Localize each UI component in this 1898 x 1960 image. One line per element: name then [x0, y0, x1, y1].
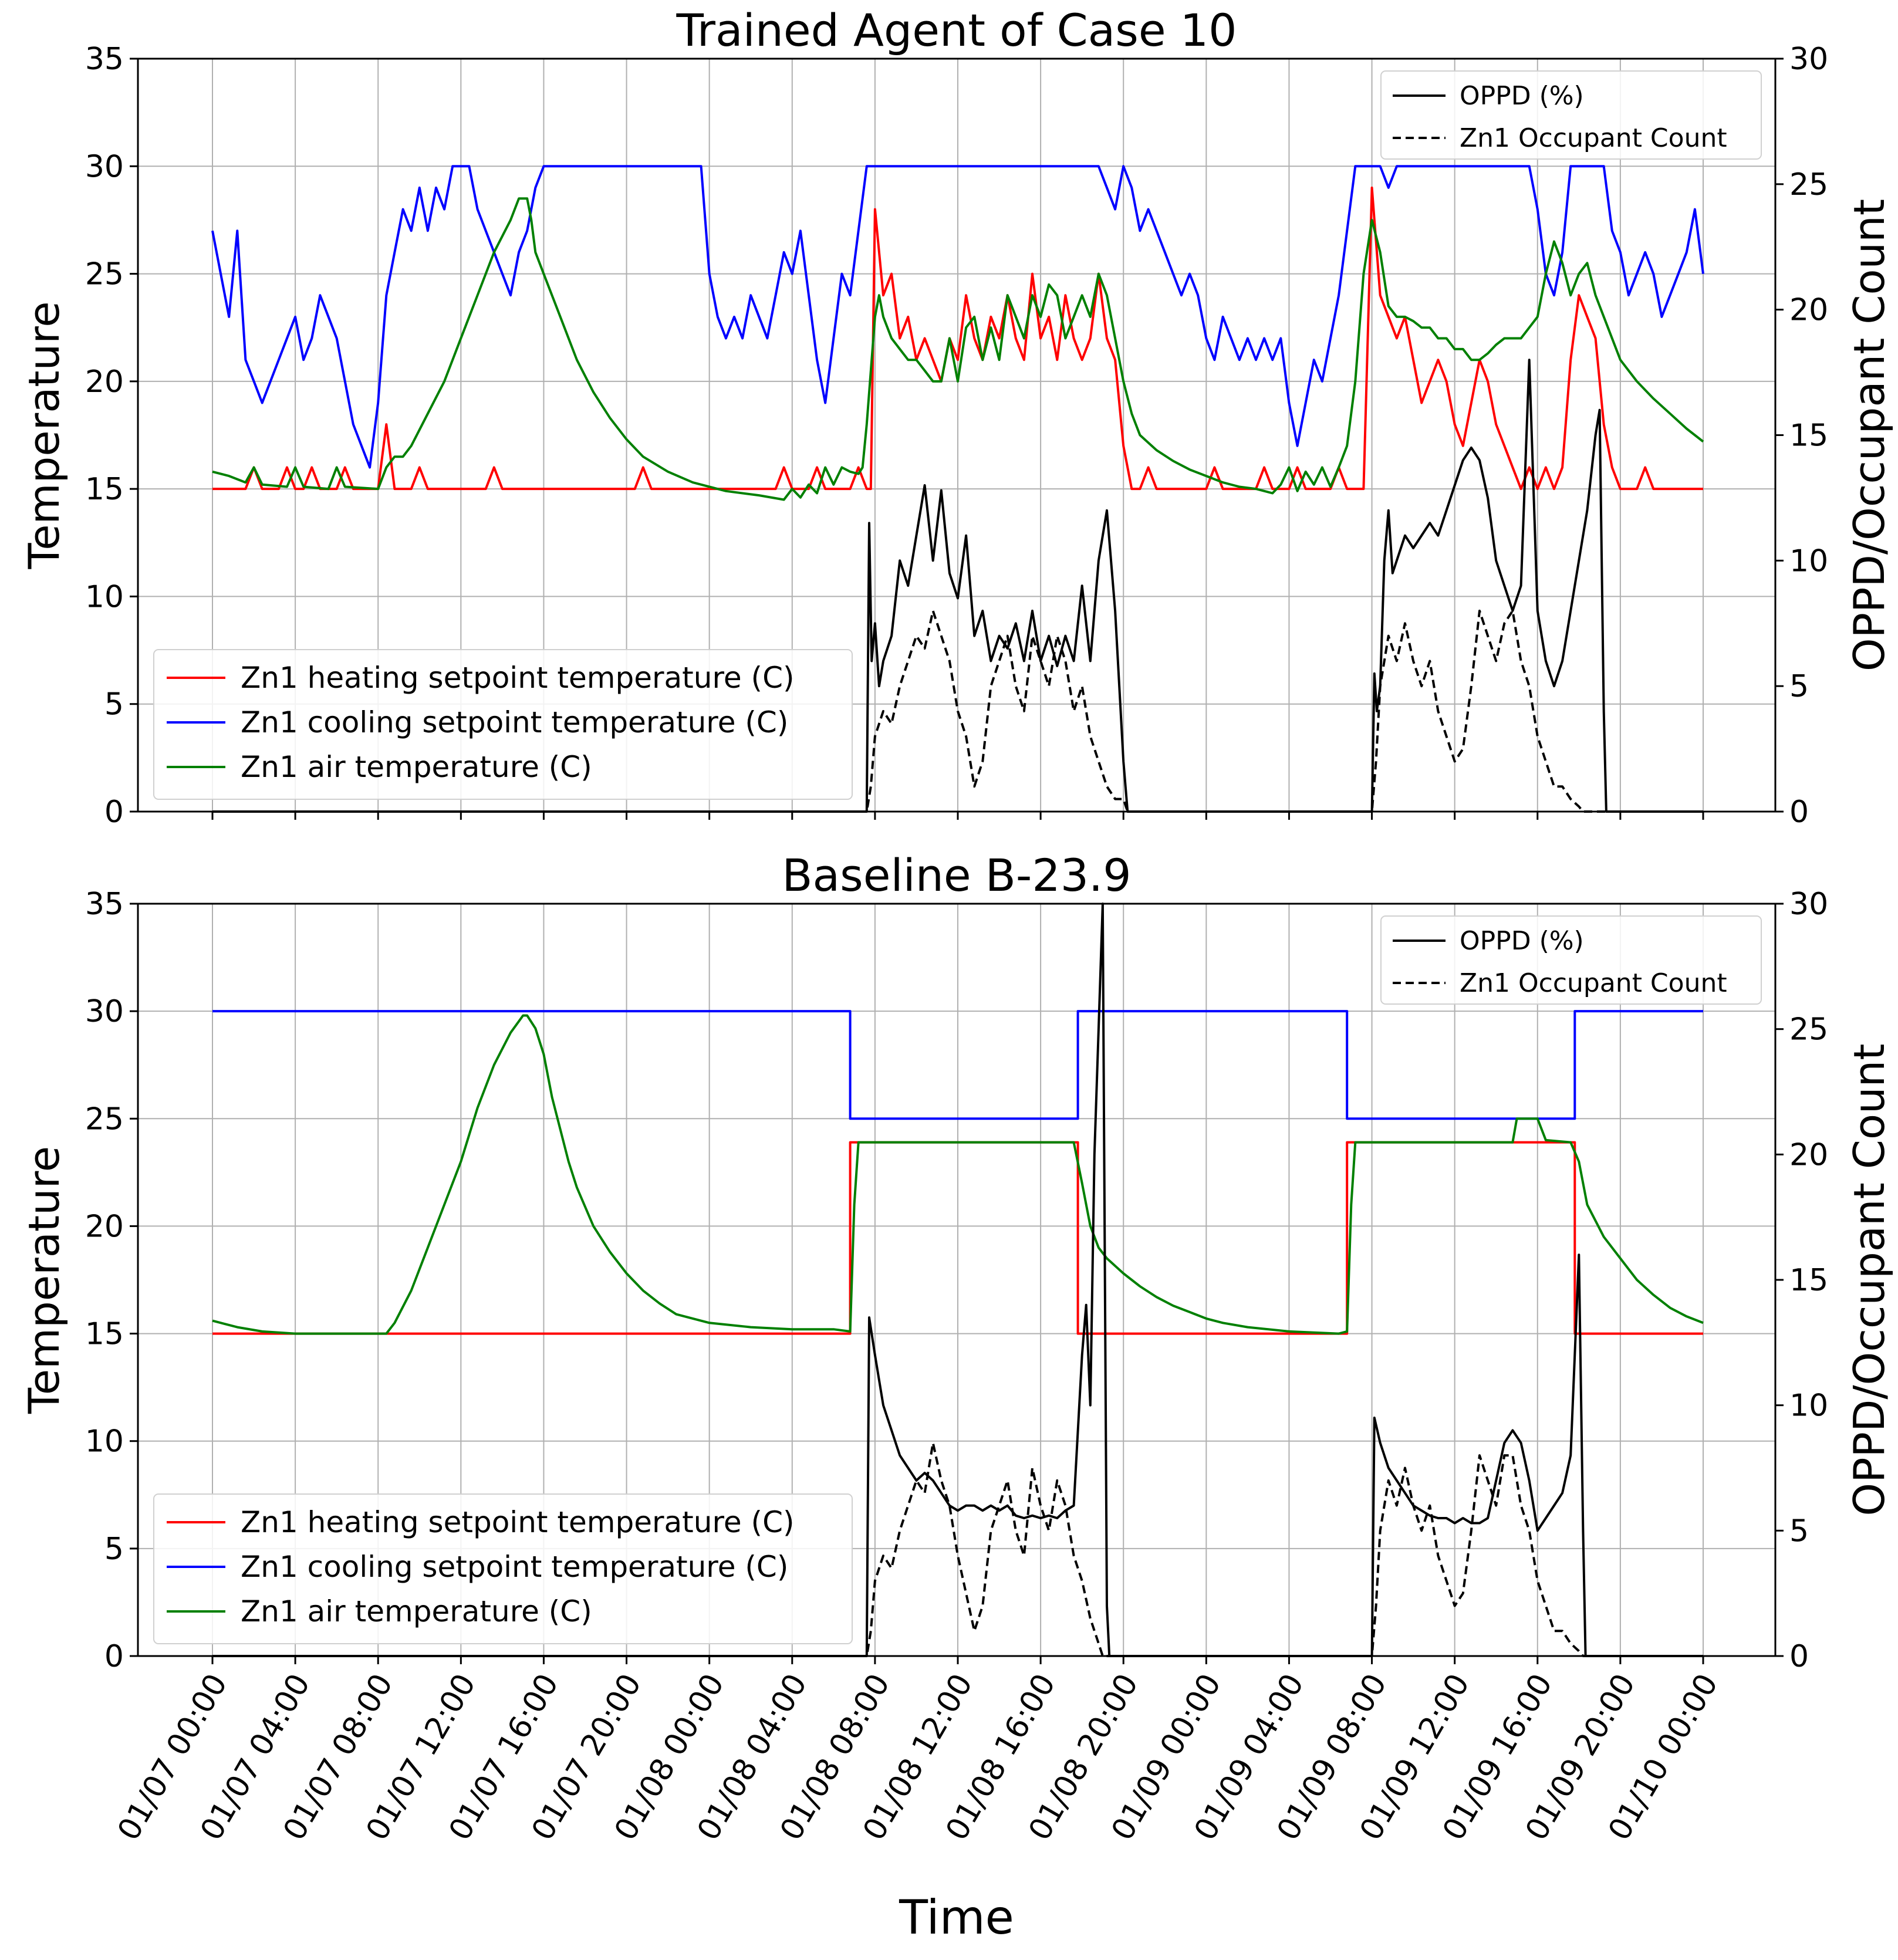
legend-right: OPPD (%) Zn1 Occupant Count [1380, 915, 1762, 1005]
legend-left: Zn1 heating setpoint temperature (C) Zn1 … [153, 649, 853, 800]
y-tick-label: 20 [85, 1209, 124, 1244]
series-line-zn1-heating-setpoint-temperature-c [212, 1141, 1703, 1335]
legend-label: OPPD (%) [1460, 81, 1584, 111]
legend-label: Zn1 cooling setpoint temperature (C) [241, 705, 788, 739]
y-tick-label: 15 [85, 472, 124, 507]
y-right-tick-label: 30 [1789, 42, 1828, 77]
legend-right: OPPD (%) Zn1 Occupant Count [1380, 70, 1762, 160]
chart-panel-2: 0 5 10 15 20 25 30 35 0 5 10 15 20 25 30 Baseline B-23.… [19, 849, 1894, 1674]
legend-label: OPPD (%) [1460, 926, 1584, 956]
y-tick-label: 5 [104, 687, 124, 722]
y-tick-label: 35 [85, 42, 124, 77]
y-tick-label: 25 [85, 257, 124, 292]
y-tick-label: 20 [85, 364, 124, 400]
y-right-tick-label: 5 [1789, 669, 1809, 704]
legend-label: Zn1 air temperature (C) [241, 750, 592, 784]
series-line-oppd [212, 903, 1703, 1657]
legend-label: Zn1 Occupant Count [1460, 123, 1727, 153]
y-tick-label: 10 [85, 1424, 124, 1459]
y-tick-label: 35 [85, 887, 124, 922]
series-line-zn1-air-temperature-c [212, 1014, 1704, 1335]
y-right-tick-label: 15 [1789, 1263, 1828, 1298]
series-line-zn1-heating-setpoint-temperature-c [212, 186, 1703, 491]
y-tick-label: 30 [85, 149, 124, 184]
legend-box [153, 649, 853, 800]
plot-frame [137, 903, 1777, 1657]
legend-box [1380, 915, 1762, 1005]
y-right-tick-label: 5 [1789, 1513, 1809, 1549]
y-tick-label: 15 [85, 1317, 124, 1352]
y-right-tick-label: 0 [1789, 795, 1809, 830]
legend-label: Zn1 heating setpoint temperature (C) [241, 1505, 794, 1539]
y-right-tick-label: 25 [1789, 1012, 1828, 1047]
legend-label: Zn1 cooling setpoint temperature (C) [241, 1550, 788, 1584]
x-axis-label: Time [899, 1890, 1014, 1945]
y-tick-label: 0 [104, 795, 124, 830]
legend-label: Zn1 air temperature (C) [241, 1594, 592, 1628]
y-axis-right-label: OPPD/Occupant Count [1845, 199, 1894, 671]
plot-frame [137, 58, 1777, 813]
y-right-tick-label: 30 [1789, 887, 1828, 922]
series-line-zn1-cooling-setpoint-temperature-c [211, 165, 1704, 469]
chart-title: Trained Agent of Case 10 [676, 4, 1237, 56]
y-right-tick-label: 10 [1789, 543, 1828, 579]
y-right-tick-label: 25 [1789, 167, 1828, 202]
y-tick-label: 30 [85, 994, 124, 1029]
legend-left: Zn1 heating setpoint temperature (C) Zn1 … [153, 1493, 853, 1644]
y-tick-label: 5 [104, 1532, 124, 1567]
y-tick-label: 10 [85, 579, 124, 614]
y-right-tick-label: 20 [1789, 293, 1828, 328]
y-axis-label: Temperature [19, 301, 69, 569]
y-axis-label: Temperature [19, 1146, 69, 1414]
series-line-zn1-cooling-setpoint-temperature-c [212, 1010, 1703, 1120]
legend-label: Zn1 Occupant Count [1460, 968, 1727, 998]
series-line-zn1-occupant-count [212, 609, 1703, 813]
chart-title: Baseline B-23.9 [782, 849, 1131, 901]
legend-label: Zn1 heating setpoint temperature (C) [241, 661, 794, 695]
y-right-tick-label: 20 [1789, 1137, 1828, 1172]
y-right-tick-label: 15 [1789, 418, 1828, 454]
y-right-tick-label: 0 [1789, 1639, 1809, 1674]
y-tick-label: 25 [85, 1101, 124, 1137]
legend-box [1380, 70, 1762, 160]
series-line-zn1-air-temperature-c [212, 197, 1704, 501]
y-right-tick-label: 10 [1789, 1388, 1828, 1424]
y-tick-label: 0 [104, 1639, 124, 1674]
chart-panel-1: 0 5 10 15 20 25 30 35 0 5 10 15 20 25 30 Trained Agent … [19, 4, 1894, 830]
legend-box [153, 1493, 853, 1644]
y-axis-right-label: OPPD/Occupant Count [1845, 1043, 1894, 1516]
